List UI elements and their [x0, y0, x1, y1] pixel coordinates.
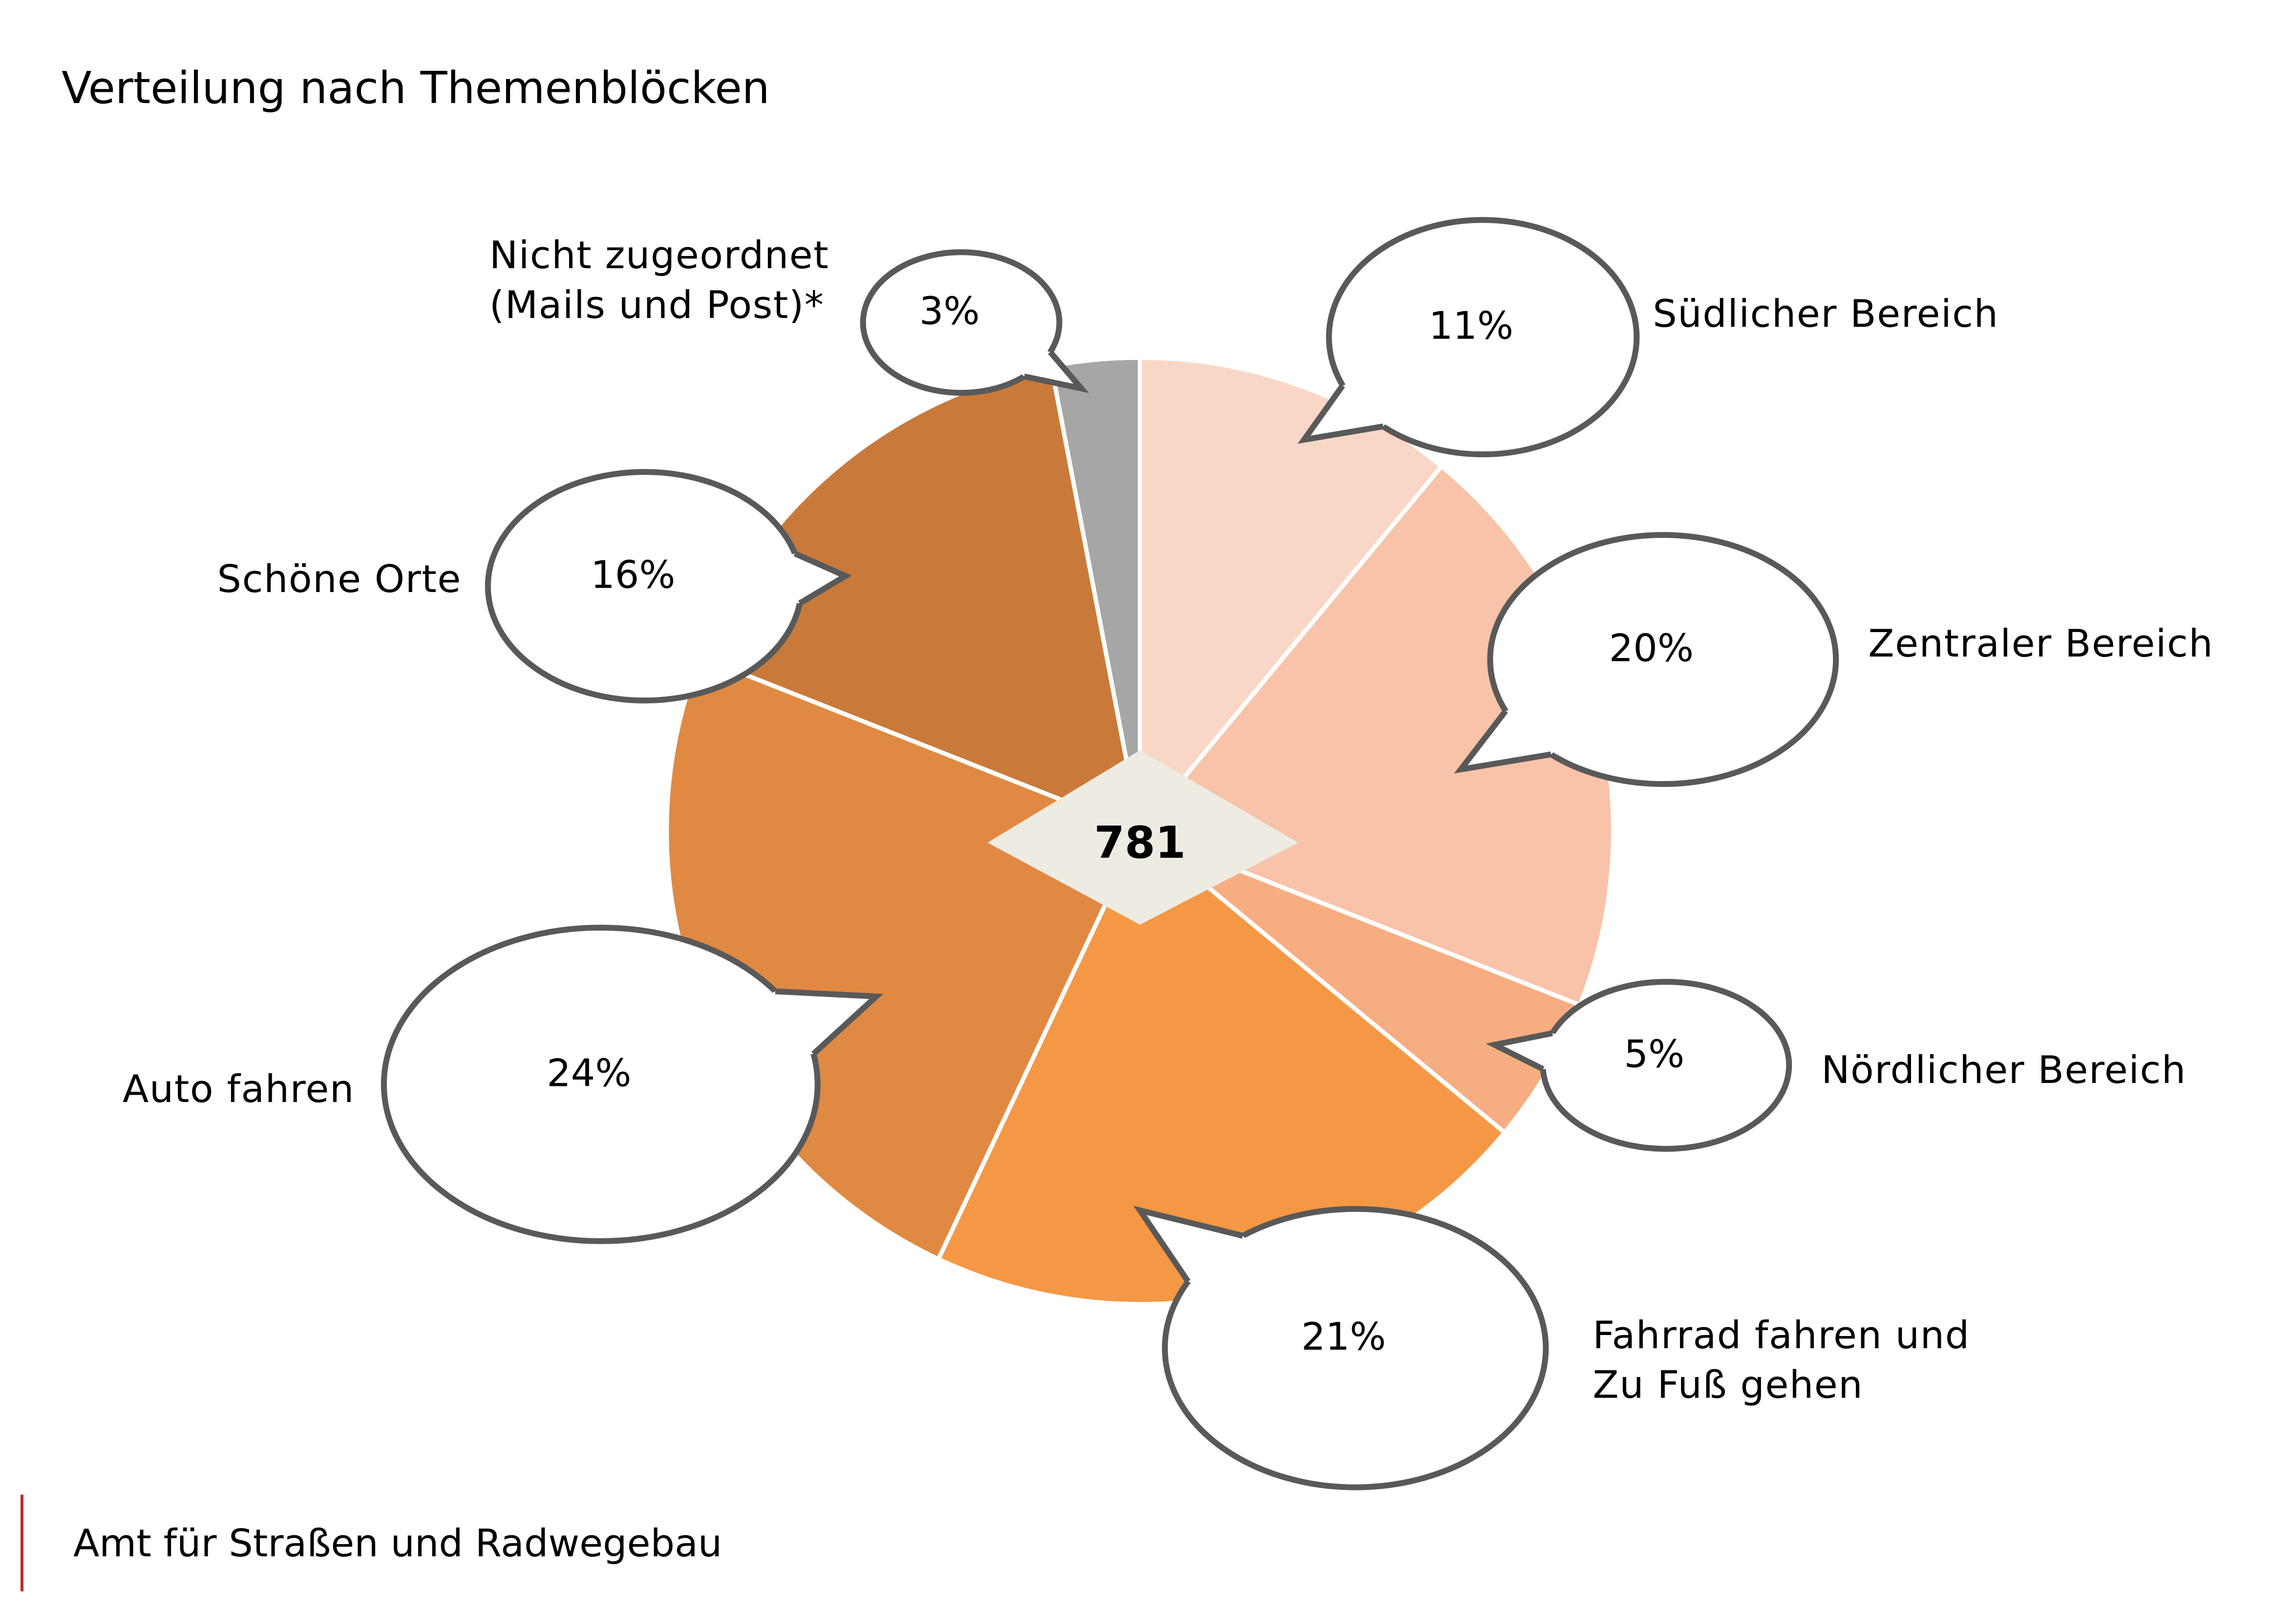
bubble-tail [1304, 337, 1483, 440]
category-label-box: Auto fahren [123, 1068, 355, 1112]
bubble-tail [1494, 1033, 1666, 1069]
category-label: Nördlicher Bereich [1821, 1049, 2187, 1093]
pie: 781 [664, 355, 1616, 1307]
value-label: 21% [1301, 1315, 1386, 1359]
bubble-tail-outline [1297, 383, 1384, 444]
category-label: Zentraler Bereich [1868, 623, 2214, 667]
value-label: 20% [1609, 627, 1694, 671]
value-label: 24% [547, 1051, 631, 1095]
category-label: Fahrrad fahren und Zu Fuß gehen [1593, 1314, 1970, 1408]
total-label: 781 [1094, 817, 1186, 869]
bubbles: 11% Südlicher Bereich 20% Zentraler Bereich… [123, 217, 2214, 1490]
category-label: Südlicher Bereich [1653, 293, 1999, 338]
bubble-tail-outline [1023, 350, 1089, 393]
value-label: 5% [1624, 1032, 1684, 1076]
speech-bubble [381, 924, 821, 1244]
bubble-tail [1140, 1210, 1356, 1348]
bubble-tail [961, 322, 1082, 389]
value-label: 11% [1429, 304, 1513, 348]
total-badge [987, 750, 1298, 925]
bubble-tail [1461, 659, 1663, 770]
value-label: 16% [591, 553, 675, 597]
category-label-box: Schöne Orte [217, 558, 462, 603]
bubble-tail [644, 553, 846, 604]
category-label: Auto fahren [123, 1068, 355, 1112]
category-label: Nicht zugeordnet (Mails und Post)* [489, 234, 829, 329]
bubble-tail-outline [1486, 1030, 1553, 1072]
category-label-box: Fahrrad fahren und Zu Fuß gehen [1593, 1314, 1970, 1408]
bubble-tail-outline [775, 988, 884, 1056]
category-label: Schöne Orte [217, 558, 462, 603]
bubble-tail-outline [793, 551, 852, 606]
footer: Amt für Straßen und Radwegebau [73, 1522, 722, 1566]
bubble-tail [600, 991, 876, 1084]
bubble-tail-outline [1454, 709, 1552, 774]
category-label-box: Nördlicher Bereich [1821, 1049, 2187, 1093]
category-label-box: Nicht zugeordnet (Mails und Post)* [489, 234, 829, 329]
bubble-tail-outline [1133, 1206, 1244, 1283]
chart-title: Verteilung nach Themenblöcken [62, 63, 770, 114]
category-label-box: Südlicher Bereich [1653, 293, 1999, 338]
value-label: 3% [919, 290, 980, 334]
category-label-box: Zentraler Bereich [1868, 623, 2214, 667]
